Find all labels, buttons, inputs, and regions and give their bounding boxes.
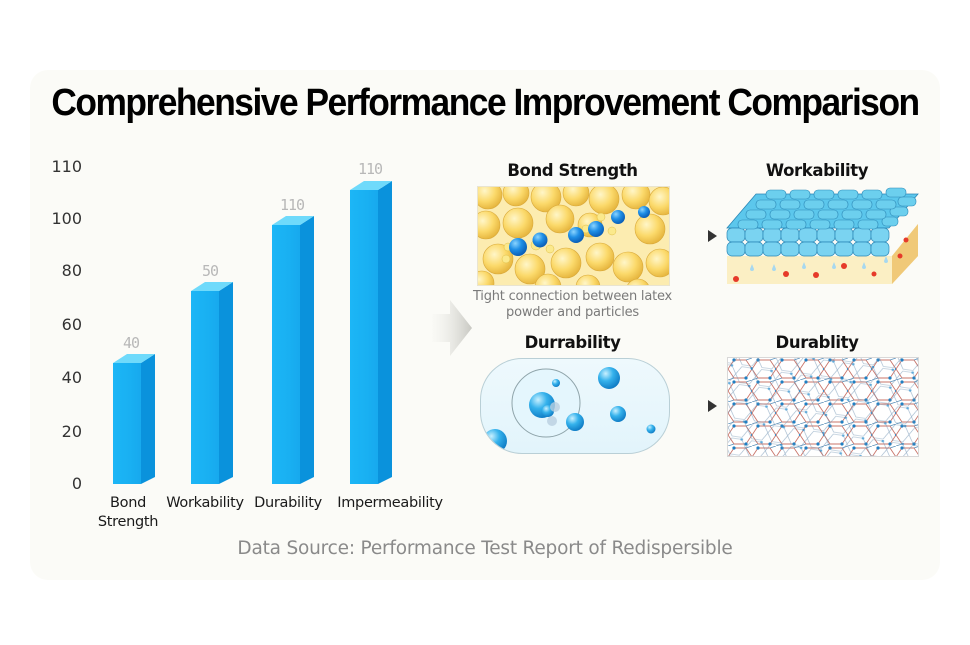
- illustration-title-durablity: Durablity: [775, 333, 859, 352]
- illustration-title-workability: Workability: [765, 161, 869, 180]
- bar-value-label: 50: [201, 262, 219, 280]
- x-label-impermeability: Impermeability: [337, 495, 443, 511]
- arrow-right-icon: [708, 230, 717, 242]
- y-tick: 40: [61, 368, 82, 387]
- chart-title: Comprehensive Performance Improvement Co…: [51, 82, 920, 124]
- cell-network-illustration: [728, 358, 918, 456]
- caption-line: powder and particles: [506, 305, 639, 320]
- illustration-title-durrability: Durrability: [524, 333, 621, 352]
- bar-impermeability: [350, 181, 392, 484]
- y-tick: 80: [61, 261, 82, 280]
- x-label-line: Strength: [97, 514, 159, 530]
- y-tick: 60: [61, 315, 82, 334]
- data-source-note: Data Source: Performance Test Report of …: [237, 538, 733, 559]
- durability-bubble-image: [480, 358, 670, 454]
- durability-network-image: [727, 357, 919, 457]
- y-tick: 100: [51, 209, 82, 228]
- illustration-title-bond-strength: Bond Strength: [507, 161, 638, 180]
- y-tick: 110: [51, 157, 82, 176]
- layered-blocks-illustration: [726, 187, 919, 284]
- x-label-workability: Workability: [166, 495, 244, 511]
- x-label-bond-strength: Bond Strength: [88, 494, 168, 532]
- bar-bond-strength: [113, 354, 155, 484]
- transition-arrow-icon: [432, 300, 472, 356]
- bar-value-label: 110: [357, 160, 383, 178]
- bar-value-label: 40: [122, 334, 140, 352]
- x-label-durability: Durability: [254, 495, 322, 511]
- bond-strength-caption: Tight connection between latex powder an…: [470, 289, 675, 321]
- bar-durability: [272, 216, 314, 484]
- x-label-line: Bond: [109, 495, 146, 511]
- y-tick: 0: [71, 474, 82, 493]
- bubbles-illustration: [483, 367, 656, 453]
- bar-value-label: 110: [279, 196, 305, 214]
- arrow-right-icon: [708, 400, 717, 412]
- background-panel: [30, 70, 940, 580]
- bond-strength-image: [477, 186, 670, 286]
- workability-image: [724, 184, 920, 288]
- y-tick: 20: [61, 422, 82, 441]
- particle-bond-illustration: [478, 187, 669, 285]
- caption-line: Tight connection between latex: [472, 289, 673, 304]
- bar-workability: [191, 282, 233, 484]
